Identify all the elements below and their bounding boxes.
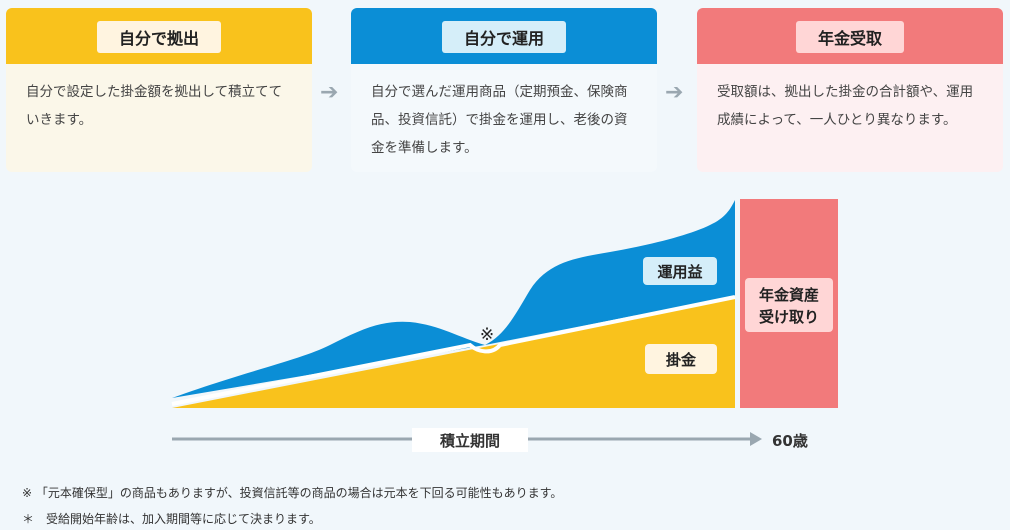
period-label: 積立期間: [439, 432, 500, 450]
profit-area: [172, 200, 735, 398]
contribution-label: 掛金: [666, 351, 697, 369]
arrow-right-icon: ➔: [665, 80, 684, 105]
step-description: 受取額は、拠出した掛金の合計額や、運用成績によって、一人ひとり異なります。: [697, 64, 1003, 172]
separator-line: [171, 295, 736, 406]
step-card-header: 自分で運用: [351, 8, 657, 64]
footnote-age: ＊ 受給開始年齢は、加入期間等に応じて決まります。: [22, 512, 321, 526]
step-title: 自分で拠出: [96, 21, 222, 53]
step-card-contribute: 自分で拠出 自分で設定した掛金額を拠出して積立てていきます。: [6, 8, 312, 172]
step-title: 自分で運用: [441, 21, 567, 53]
footnote-principal: ※ 「元本確保型」の商品もありますが、投資信託等の商品の場合は元本を下回る可能性…: [22, 486, 563, 500]
step-title: 年金受取: [795, 21, 905, 53]
step-card-receive: 年金受取 受取額は、拠出した掛金の合計額や、運用成績によって、一人ひとり異なりま…: [697, 8, 1003, 172]
step-card-header: 自分で拠出: [6, 8, 312, 64]
payout-label-box: [745, 278, 833, 332]
profit-label: 運用益: [657, 263, 702, 281]
step-card-invest: 自分で運用 自分で選んだ運用商品（定期預金、保険商品、投資信託）で掛金を運用し、…: [351, 8, 657, 172]
contribution-label-box: [645, 344, 717, 374]
period-label-box: [412, 428, 528, 452]
step-description: 自分で選んだ運用商品（定期預金、保険商品、投資信託）で掛金を運用し、老後の資金を…: [351, 64, 657, 172]
period-arrowhead-icon: [750, 432, 762, 446]
payout-label-line1: 年金資産: [759, 286, 819, 304]
payout-label-line2: 受け取り: [759, 308, 819, 326]
arrow-right-icon: ➔: [320, 80, 339, 105]
age-label: 60歳: [772, 432, 808, 450]
step-card-header: 年金受取: [697, 8, 1003, 64]
note-mark: ※: [480, 325, 494, 345]
profit-label-box: [643, 257, 717, 285]
step-description: 自分で設定した掛金額を拠出して積立てていきます。: [6, 64, 312, 172]
